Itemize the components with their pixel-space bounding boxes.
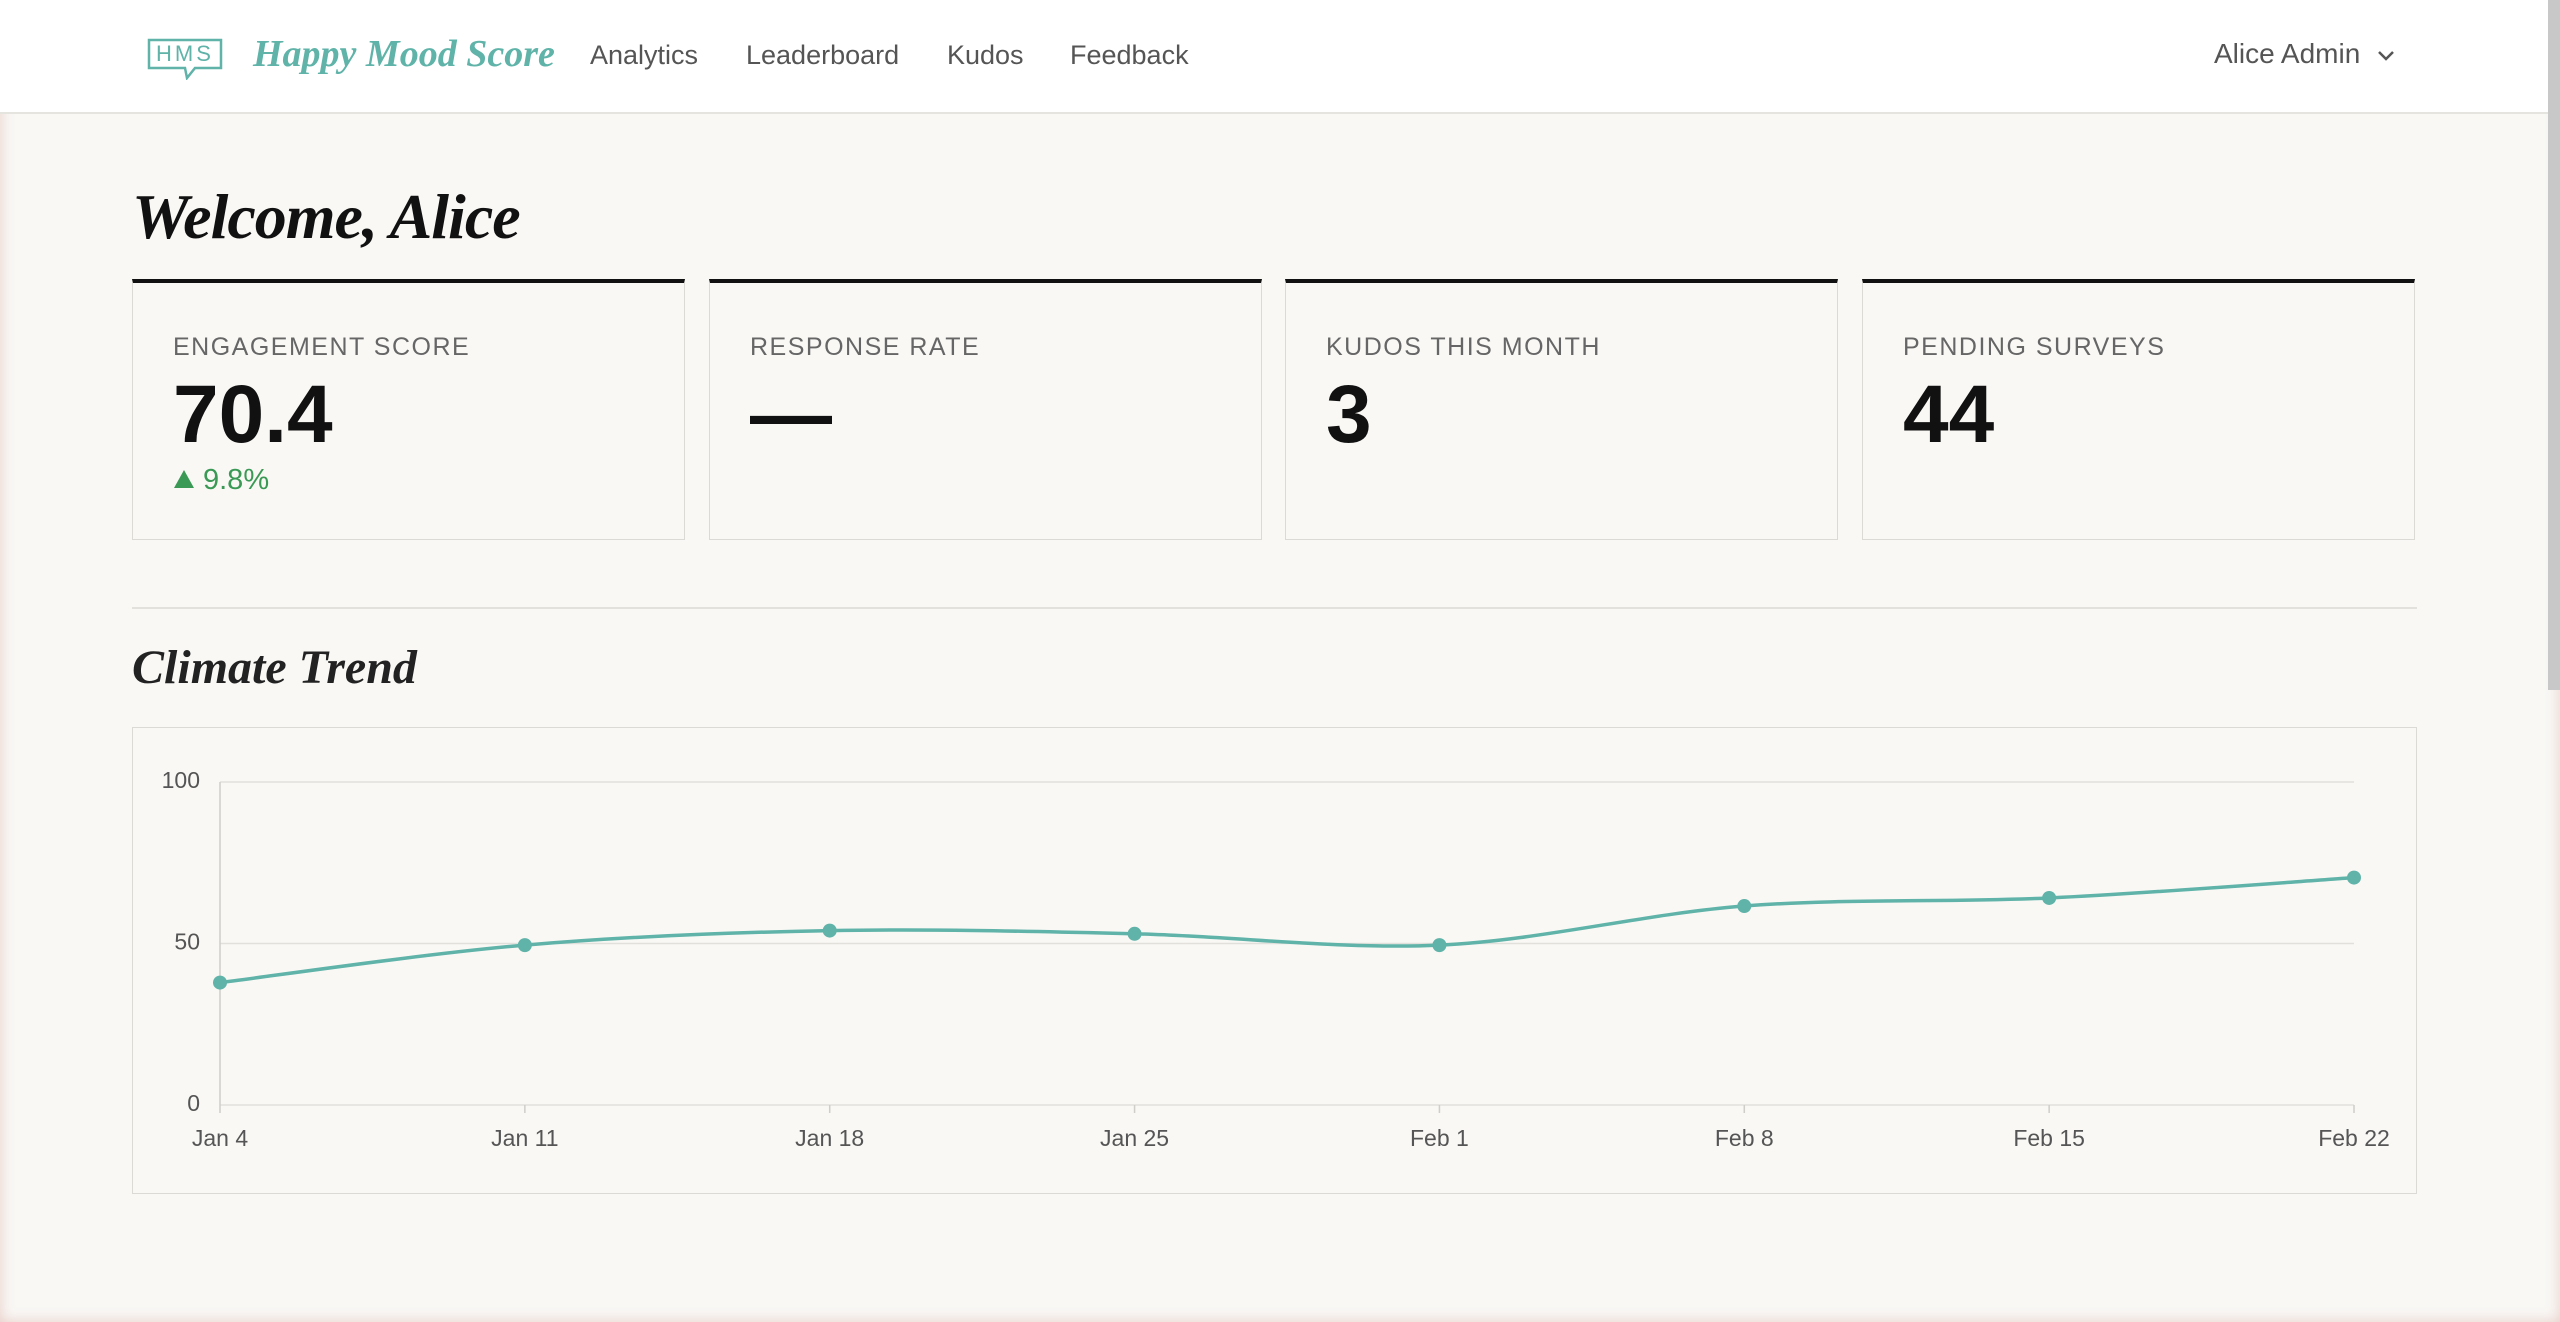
user-name: Alice Admin: [2214, 38, 2361, 69]
data-point: [1737, 899, 1752, 914]
card-value: —: [750, 369, 832, 460]
logo-text: HMS: [156, 41, 214, 66]
delta-text: 9.8%: [203, 464, 270, 496]
x-tick-label: Feb 1: [1410, 1125, 1469, 1151]
logo[interactable]: HMS: [147, 38, 223, 80]
data-point: [1432, 938, 1447, 953]
chevron: [2378, 51, 2394, 61]
user-menu[interactable]: Alice Admin: [2214, 38, 2396, 70]
x-tick-label: Jan 18: [795, 1125, 864, 1151]
data-point: [1127, 926, 1142, 941]
trend-line: [219, 875, 2355, 985]
x-tick-label: Jan 4: [192, 1125, 248, 1151]
up-arrow: [174, 470, 194, 488]
divider: [132, 607, 2417, 609]
y-tick-label: 100: [162, 767, 200, 793]
brand[interactable]: Happy Mood Score: [253, 33, 555, 75]
card-value: 3: [1326, 369, 1372, 460]
card-label: RESPONSE RATE: [750, 333, 981, 361]
data-point: [213, 975, 227, 990]
x-tick-label: Feb 15: [2013, 1125, 2085, 1151]
x-tick-label: Jan 25: [1100, 1125, 1169, 1151]
stat-card: ENGAGEMENT SCORE 70.4 9.8%: [132, 279, 685, 540]
nav-link[interactable]: Kudos: [947, 40, 1024, 70]
x-tick-label: Feb 22: [2318, 1125, 2390, 1151]
data-point: [822, 923, 837, 938]
card-value: 44: [1903, 369, 1995, 460]
stat-card: RESPONSE RATE —: [709, 279, 1262, 540]
x-tick-label: Jan 11: [491, 1125, 558, 1151]
data-point: [2347, 870, 2361, 885]
stat-card: KUDOS THIS MONTH 3: [1285, 279, 1838, 540]
data-point: [2042, 890, 2057, 905]
card-value: 70.4: [173, 369, 333, 460]
stat-card: PENDING SURVEYS 44: [1862, 279, 2415, 540]
card-label: KUDOS THIS MONTH: [1326, 333, 1601, 361]
x-tick-label: Feb 8: [1715, 1125, 1774, 1151]
top-nav: HMS Happy Mood Score Analytics Leaderboa…: [0, 0, 2548, 114]
scrollbar[interactable]: [2548, 0, 2560, 690]
card-label: PENDING SURVEYS: [1903, 333, 2166, 361]
section-title: Climate Trend: [132, 641, 417, 694]
nav-link[interactable]: Leaderboard: [746, 40, 900, 70]
nav-link[interactable]: Analytics: [590, 40, 699, 70]
chart: 0 50 100 Jan 4 Jan 11 Jan 18 Jan 25 Feb 1 Feb 8 F…: [162, 767, 2390, 1151]
y-tick-label: 50: [174, 929, 200, 955]
chart-card: 0 50 100 Jan 4 Jan 11 Jan 18 Jan 25 Feb 1 Feb 8 F…: [132, 727, 2417, 1194]
nav-link[interactable]: Feedback: [1070, 40, 1189, 70]
card-delta: 9.8%: [173, 464, 269, 497]
page-title: Welcome, Alice: [132, 181, 521, 252]
card-label: ENGAGEMENT SCORE: [173, 333, 471, 361]
data-point: [517, 938, 532, 953]
y-tick-label: 0: [187, 1090, 200, 1116]
